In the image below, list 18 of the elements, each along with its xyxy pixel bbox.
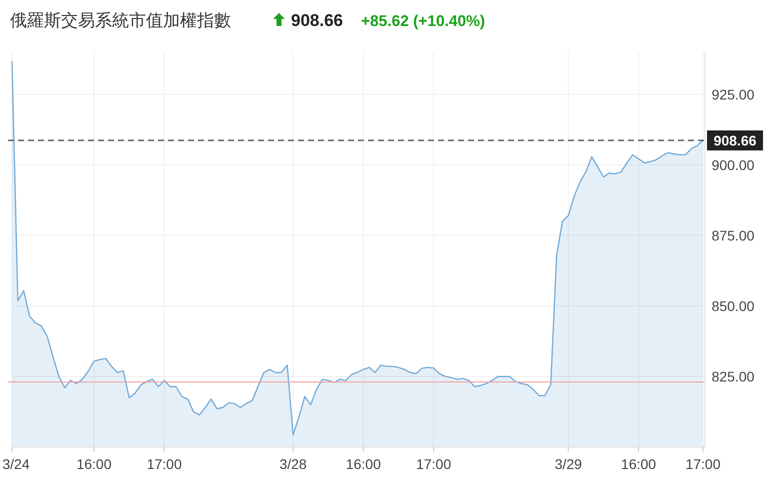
text: 908.66	[291, 11, 343, 30]
ref-line-label: 908.66	[714, 132, 757, 148]
y-tick-label: 825.00	[712, 368, 755, 384]
x-tick-label: 3/29	[554, 456, 582, 472]
x-tick-label: 17:00	[685, 456, 721, 472]
x-tick-label: 3/28	[279, 456, 307, 472]
y-tick-label: 925.00	[712, 86, 755, 102]
x-tick-label: 16:00	[621, 456, 656, 472]
x-tick-label: 17:00	[416, 456, 452, 472]
x-tick-label: 16:00	[346, 456, 382, 472]
x-tick-label: 17:00	[146, 456, 182, 472]
y-tick-label: 850.00	[712, 298, 755, 314]
chart-title: 俄羅斯交易系統市值加權指數	[10, 11, 231, 30]
text: +85.62 (+10.40%)	[361, 13, 486, 30]
y-tick-label: 900.00	[712, 156, 755, 173]
x-tick-label: 16:00	[76, 456, 112, 472]
y-tick-label: 875.00	[712, 227, 755, 244]
x-tick-label: 3/24	[2, 456, 30, 472]
